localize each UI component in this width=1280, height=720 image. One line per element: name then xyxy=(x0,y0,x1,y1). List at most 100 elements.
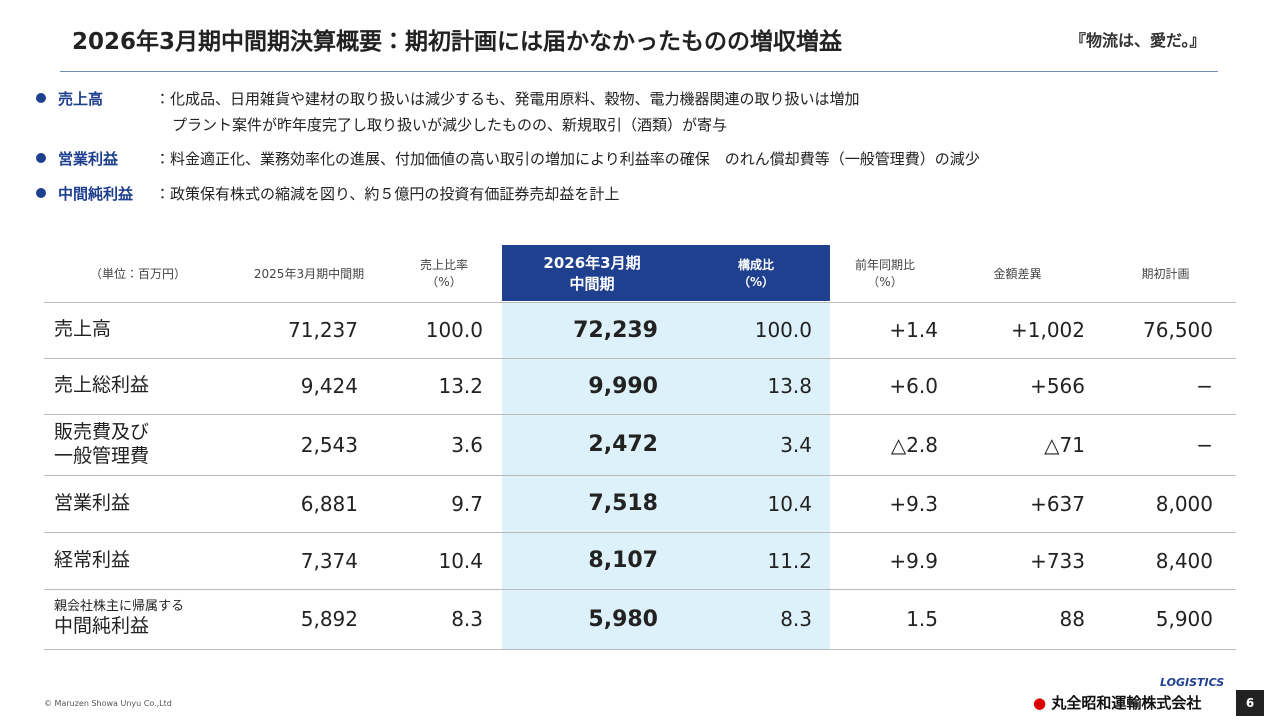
column-header-line: 金額差異 xyxy=(993,266,1042,281)
row-label-line: 経常利益 xyxy=(54,548,131,571)
table-cell: +1.4 xyxy=(889,318,938,342)
page-number: 6 xyxy=(1236,690,1264,716)
bullet-dot xyxy=(36,93,46,103)
title: 2026年3月期中間期決算概要：期初計画には届かなかったものの増収増益 xyxy=(72,29,843,55)
table-cell: +733 xyxy=(1030,548,1085,573)
table-cell: 100.0 xyxy=(754,318,812,342)
table-cell: 88 xyxy=(1059,607,1085,631)
column-header: 構成比 （%） xyxy=(682,245,830,301)
row-rule xyxy=(44,532,1236,533)
table-cell: 8,107 xyxy=(588,548,658,573)
table-cell: 10.4 xyxy=(767,491,812,516)
column-header: 期初計画 xyxy=(1095,245,1236,301)
row-label-line: 親会社株主に帰属する xyxy=(54,599,185,614)
bullet-dot xyxy=(36,153,46,163)
bullet-text: ：政策保有株式の縮減を図り、約５億円の投資有価証券売却益を計上 xyxy=(155,185,620,203)
column-header-line: （%） xyxy=(867,275,903,289)
table-cell: 9,424 xyxy=(300,374,358,398)
row-label: 親会社株主に帰属する 中間純利益 xyxy=(54,589,184,649)
table-cell: 8.3 xyxy=(451,607,483,631)
row-label-line: 販売費及び xyxy=(54,420,150,443)
table-cell: 8.3 xyxy=(780,607,812,631)
bullet-text: プラント案件が昨年度完了し取り扱いが減少したものの、新規取引（酒類）が寄与 xyxy=(172,116,728,134)
company-name: 丸全昭和運輸株式会社 xyxy=(1051,694,1202,712)
row-label-line: 営業利益 xyxy=(54,491,131,514)
column-header: 売上比率 （%） xyxy=(386,245,502,301)
table-cell: 11.2 xyxy=(767,548,812,573)
table-cell: 2,472 xyxy=(588,432,658,457)
row-rule xyxy=(44,475,1236,476)
row-label-line: 一般管理費 xyxy=(54,444,150,467)
table-cell: 13.2 xyxy=(438,374,483,398)
table-cell: 5,900 xyxy=(1155,607,1213,631)
highlight-header xyxy=(502,245,830,301)
row-label: 売上総利益 xyxy=(54,358,149,414)
row-label: 売上高 xyxy=(54,302,111,358)
table-cell: 8,000 xyxy=(1155,491,1213,516)
bullet-label: 売上高 xyxy=(58,90,104,108)
table-cell: 13.8 xyxy=(767,374,812,398)
table-cell: 9.7 xyxy=(451,491,483,516)
row-label-line: 売上総利益 xyxy=(54,374,150,397)
table-cell: +9.3 xyxy=(889,491,938,516)
slogan: 『物流は、愛だ。』 xyxy=(1070,31,1206,50)
column-header-line: （%） xyxy=(426,275,462,289)
column-header-line: 前年同期比 xyxy=(854,258,915,272)
logo: LOGISTICS xyxy=(1160,676,1225,689)
table-cell: 100.0 xyxy=(425,318,483,342)
column-header-line: （単位：百万円） xyxy=(89,266,186,281)
column-header-line: 期初計画 xyxy=(1141,266,1190,281)
row-rule xyxy=(44,414,1236,415)
column-header: 2026年3月期 中間期 xyxy=(502,245,682,301)
column-header-line: （%） xyxy=(737,275,775,289)
column-header: 前年同期比 （%） xyxy=(830,245,940,301)
row-rule xyxy=(44,302,1236,303)
title-rule xyxy=(60,71,1218,72)
column-header: 2025年3月期中間期 xyxy=(232,245,386,301)
bullet-label: 中間純利益 xyxy=(58,185,134,203)
table-cell: 3.6 xyxy=(451,432,483,457)
row-label: 営業利益 xyxy=(54,475,130,532)
column-header: （単位：百万円） xyxy=(44,245,232,301)
table-cell: − xyxy=(1196,374,1213,398)
table-cell: − xyxy=(1196,432,1213,457)
table-cell: 5,980 xyxy=(588,606,658,632)
row-label: 経常利益 xyxy=(54,532,130,589)
column-header-line: 構成比 xyxy=(737,258,774,272)
table-cell: +1,002 xyxy=(1010,318,1085,342)
table-cell: 3.4 xyxy=(780,432,812,457)
table-cell: 1.5 xyxy=(906,607,938,631)
table-cell: △2.8 xyxy=(890,432,938,457)
row-rule xyxy=(44,358,1236,359)
bullet-dot xyxy=(36,188,46,198)
row-label: 販売費及び 一般管理費 xyxy=(54,414,149,475)
table-cell: +6.0 xyxy=(889,374,938,398)
table-cell: 72,239 xyxy=(573,317,658,343)
table-cell: △71 xyxy=(1044,432,1085,457)
table-cell: 9,990 xyxy=(588,373,658,399)
table-cell: 2,543 xyxy=(300,432,358,457)
table-cell: 10.4 xyxy=(438,548,483,573)
row-rule xyxy=(44,589,1236,590)
row-label-line: 売上高 xyxy=(54,318,112,341)
table-cell: 7,518 xyxy=(588,491,658,516)
row-rule xyxy=(44,649,1236,650)
table-cell: 8,400 xyxy=(1155,548,1213,573)
column-header-line: 中間期 xyxy=(569,275,615,293)
table-cell: 6,881 xyxy=(300,491,358,516)
table-cell: 71,237 xyxy=(288,318,358,342)
bullet-text: ：化成品、日用雑貨や建材の取り扱いは減少するも、発電用原料、穀物、電力機器関連の… xyxy=(155,90,860,108)
row-label-line: 中間純利益 xyxy=(54,615,150,638)
bullet-label: 営業利益 xyxy=(58,150,119,168)
bullet-text: ：料金適正化、業務効率化の進展、付加価値の高い取引の増加により利益率の確保 のれ… xyxy=(155,150,980,168)
column-header-line: 2025年3月期中間期 xyxy=(253,266,365,281)
column-header-line: 売上比率 xyxy=(419,258,468,272)
column-header-line: 2026年3月期 xyxy=(543,254,641,272)
table-cell: 76,500 xyxy=(1143,318,1213,342)
table-cell: +637 xyxy=(1030,491,1085,516)
table-cell: +9.9 xyxy=(889,548,938,573)
column-header: 金額差異 xyxy=(940,245,1095,301)
table-cell: 5,892 xyxy=(300,607,358,631)
